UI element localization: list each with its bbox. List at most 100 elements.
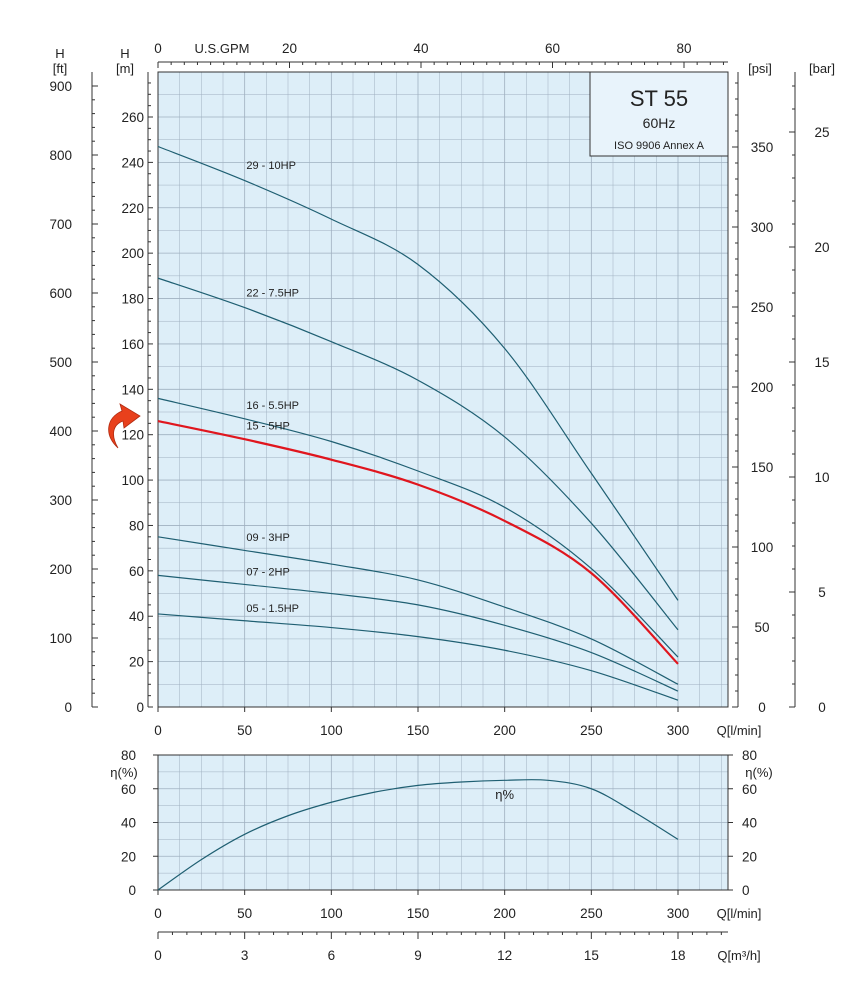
tick-label: 60	[121, 782, 136, 797]
series-label-22-7-5hp: 22 - 7.5HP	[246, 288, 299, 300]
axis-label: [psi]	[748, 61, 772, 76]
flow-axis-lmin-head: 0 50 100 150 200 250 300 Q[l/min]	[154, 707, 761, 738]
tick-label: 50	[754, 620, 769, 635]
tick-label: 200	[751, 380, 774, 395]
tick-label: 50	[237, 906, 252, 921]
efficiency-curve	[157, 779, 679, 891]
tick-label: 260	[121, 110, 144, 125]
tick-label: 6	[328, 948, 336, 963]
series-line-22-7-5hp	[157, 277, 679, 631]
tick-label: 0	[818, 700, 826, 715]
tick-label: 150	[751, 460, 774, 475]
tick-label: 20	[282, 41, 297, 56]
tick-label: 18	[670, 948, 685, 963]
series-label-15-5hp: 15 - 5HP	[246, 420, 289, 432]
tick-label: 140	[121, 382, 144, 397]
tick-label: 20	[129, 655, 144, 670]
tick-label: 0	[136, 700, 144, 715]
info-box-frame	[589, 71, 729, 157]
tick-label: 200	[49, 562, 72, 577]
tick-label: 500	[49, 355, 72, 370]
tick-label: 3	[241, 948, 249, 963]
head-axis-feet: 0 100 200 300 400 500 600 700 800 900 H[ft]	[49, 46, 98, 715]
efficiency-curve-label: η%	[495, 787, 514, 802]
series-line-07-2hp	[157, 574, 679, 692]
series-label-05-1-5hp: 05 - 1.5HP	[246, 603, 299, 615]
tick-label: 60	[742, 782, 757, 797]
tick-label: 100	[751, 540, 774, 555]
tick-label: 25	[814, 125, 829, 140]
tick-label: 0	[154, 41, 162, 56]
tick-label: 120	[121, 428, 144, 443]
tick-label: 80	[742, 748, 757, 763]
head-curve-labels: 29 - 10HP 22 - 7.5HP 16 - 5.5HP 15 - 5HP 09 …	[246, 160, 299, 615]
axis-label: [bar]	[809, 61, 835, 76]
tick-label: 100	[320, 723, 343, 738]
series-line-29-10hp	[157, 145, 679, 601]
series-line-15-5hp	[157, 420, 679, 665]
tick-label: 12	[497, 948, 512, 963]
pressure-axis-bar: 0 5 10 15 20 25 [bar]	[789, 61, 835, 715]
tick-label: 15	[584, 948, 599, 963]
flow-axis-gpm: 0 20 40 60 80 U.S.GPM	[154, 41, 728, 68]
tick-label: 800	[49, 148, 72, 163]
series-line-09-3hp	[157, 536, 679, 685]
tick-label: 0	[154, 723, 162, 738]
head-plot-frame	[157, 71, 729, 708]
tick-label: 0	[128, 883, 136, 898]
tick-label: 60	[129, 564, 144, 579]
efficiency-axis: 0 0 20 20 40 40 60 60 80 80 η(%) η(%)	[110, 748, 772, 898]
tick-label: 300	[667, 723, 690, 738]
tick-label: 350	[751, 140, 774, 155]
standard-label: ISO 9906 Annex A	[614, 140, 705, 152]
series-line-05-1-5hp	[157, 613, 679, 701]
tick-label: 10	[814, 470, 829, 485]
axis-label: H	[120, 46, 129, 61]
head-plot-grid	[157, 72, 728, 708]
tick-label: 250	[580, 906, 603, 921]
flow-axis-lmin-efficiency: 0 50 100 150 200 250 300 Q[l/min]	[154, 890, 761, 921]
tick-label: 300	[751, 220, 774, 235]
tick-label: 0	[154, 948, 162, 963]
efficiency-curve-group: η%	[157, 779, 679, 891]
tick-label: 180	[121, 292, 144, 307]
tick-label: 50	[237, 723, 252, 738]
model-info-box: ST 55 60Hz ISO 9906 Annex A	[589, 71, 729, 157]
tick-label: 900	[49, 79, 72, 94]
axis-label: U.S.GPM	[195, 41, 250, 56]
tick-label: 300	[49, 493, 72, 508]
tick-label: 150	[407, 723, 430, 738]
tick-label: 250	[751, 300, 774, 315]
tick-label: 150	[407, 906, 430, 921]
tick-label: 60	[545, 41, 560, 56]
axis-label: Q[l/min]	[717, 723, 762, 738]
tick-label: 80	[676, 41, 691, 56]
tick-label: 200	[493, 906, 516, 921]
axis-label: Q[m³/h]	[717, 948, 760, 963]
series-label-29-10hp: 29 - 10HP	[246, 160, 296, 172]
tick-label: 0	[154, 906, 162, 921]
tick-label: 220	[121, 201, 144, 216]
tick-label: 200	[121, 246, 144, 261]
axis-label: η(%)	[110, 765, 137, 780]
frequency-label: 60Hz	[643, 115, 676, 131]
axis-label: η(%)	[745, 765, 772, 780]
axis-label: [ft]	[53, 61, 67, 76]
tick-label: 15	[814, 355, 829, 370]
axis-label: H	[55, 46, 64, 61]
head-curves	[157, 145, 679, 701]
tick-label: 400	[49, 424, 72, 439]
tick-label: 240	[121, 155, 144, 170]
axis-label: Q[l/min]	[717, 906, 762, 921]
tick-label: 100	[320, 906, 343, 921]
series-line-16-5-5hp	[157, 397, 679, 658]
pressure-axis-psi: 0 50 100 150 200 250 300 350 [psi]	[732, 61, 773, 715]
tick-label: 700	[49, 217, 72, 232]
tick-label: 600	[49, 286, 72, 301]
tick-label: 250	[580, 723, 603, 738]
tick-label: 300	[667, 906, 690, 921]
tick-label: 200	[493, 723, 516, 738]
tick-label: 20	[121, 849, 136, 864]
tick-label: 80	[121, 748, 136, 763]
